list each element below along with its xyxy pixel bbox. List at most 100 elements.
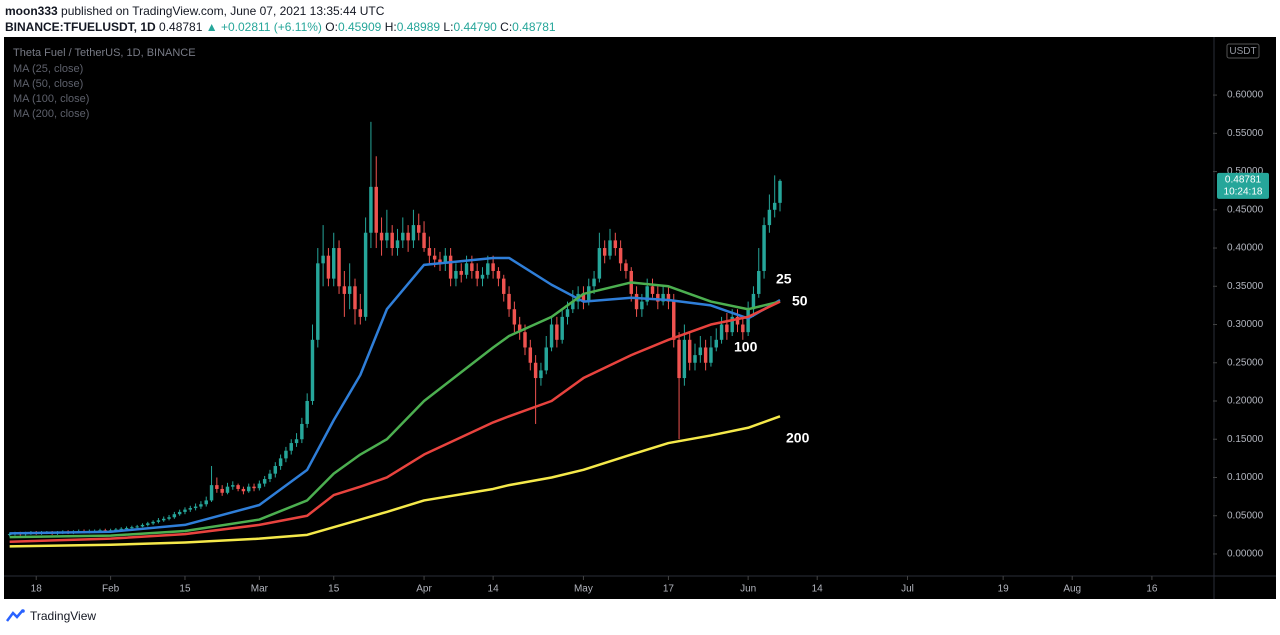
candle-body	[140, 524, 145, 527]
y-tick-label: 0.40000	[1227, 243, 1264, 254]
y-tick-label: 0.30000	[1227, 319, 1264, 330]
candle-body	[385, 232, 389, 241]
candle-body	[592, 278, 596, 287]
brand: TradingView	[30, 609, 97, 623]
candle-body	[645, 286, 649, 302]
candle-body	[252, 486, 256, 489]
logo-icon	[6, 609, 25, 622]
change: ▲ +0.02811 (+6.11%)	[205, 20, 322, 34]
x-tick-label: 15	[328, 584, 340, 595]
y-tick-label: 0.00000	[1227, 549, 1264, 560]
candle-body	[358, 309, 363, 317]
candle-body	[183, 509, 187, 512]
candle-body	[262, 479, 267, 484]
candle-body	[725, 324, 729, 333]
candle-body	[523, 332, 527, 348]
candle-body	[767, 209, 772, 226]
candle-body	[114, 529, 118, 531]
chart-title: Theta Fuel / TetherUS, 1D, BINANCE	[13, 47, 196, 59]
legend-entry: MA (25, close)	[13, 63, 83, 75]
candle-body	[470, 263, 474, 271]
symbol: BINANCE:TFUELUSDT, 1D	[5, 20, 156, 34]
y-tick-label: 0.55000	[1227, 128, 1264, 139]
candle-body	[332, 248, 336, 279]
ohlc-value: 0.44790	[453, 20, 497, 34]
candle-body	[417, 225, 421, 233]
candle-body	[310, 339, 315, 402]
candle-body	[597, 248, 602, 279]
candle-body	[735, 316, 740, 325]
candle-body	[464, 263, 469, 275]
candle-body	[172, 514, 177, 518]
candle-body	[778, 180, 782, 203]
candle-body	[363, 232, 368, 317]
chart: Theta Fuel / TetherUS, 1D, BINANCE USDT …	[4, 37, 1276, 599]
candle-body	[231, 485, 235, 487]
candle-body	[757, 270, 761, 294]
candle-body	[247, 486, 251, 492]
moving-average-line	[9, 281, 781, 539]
candle-body	[347, 286, 352, 294]
candle-body	[156, 520, 161, 522]
x-tick-label: Feb	[102, 584, 120, 595]
publish-line: moon333 published on TradingView.com, Ju…	[5, 3, 556, 19]
candle-body	[448, 255, 453, 279]
candle-body	[746, 309, 750, 333]
x-tick-label: Mar	[251, 584, 269, 595]
y-tick-label: 0.10000	[1227, 472, 1264, 483]
candle-body	[677, 339, 681, 379]
candle-body	[268, 473, 272, 480]
candle-body	[337, 248, 341, 287]
candle-body	[544, 347, 548, 371]
x-tick-label: Jun	[740, 584, 756, 595]
candle-body	[666, 293, 671, 302]
candle-body	[374, 186, 378, 233]
candle-body	[273, 466, 278, 474]
ma-annotation: 50	[792, 293, 808, 309]
published: published on TradingView.com, June 07, 2…	[61, 4, 385, 18]
candle-body	[703, 347, 708, 363]
candle-body	[687, 339, 692, 363]
candle-body	[555, 324, 559, 340]
candle-body	[188, 508, 193, 510]
candle-body	[602, 248, 607, 256]
candle-body	[119, 528, 123, 530]
candle-body	[454, 270, 458, 279]
x-tick-label: Jul	[901, 584, 914, 595]
candle-body	[475, 270, 479, 279]
candle-body	[613, 240, 618, 249]
candle-body	[682, 339, 687, 379]
candle-body	[241, 488, 246, 492]
candle-body	[528, 347, 533, 363]
x-tick-label: Aug	[1063, 584, 1081, 595]
candle-body	[395, 240, 400, 249]
y-tick-label: 0.15000	[1227, 434, 1264, 445]
candle-body	[135, 526, 139, 528]
y-tick-label: 0.60000	[1227, 90, 1264, 101]
ma-annotation: 25	[776, 271, 792, 287]
candle-body	[199, 504, 203, 507]
ohlc-value: 0.48989	[396, 20, 441, 34]
candle-body	[634, 293, 639, 310]
candle-body	[772, 202, 777, 210]
price-label: 0.48781	[1225, 175, 1262, 186]
candle-body	[459, 270, 463, 275]
ohlc-key: O:	[325, 20, 338, 34]
candle-body	[443, 255, 448, 264]
candle-body	[167, 517, 171, 519]
candle-body	[533, 362, 538, 379]
candle-body	[507, 293, 511, 310]
candle-body	[581, 293, 586, 302]
ma-annotation: 200	[786, 430, 810, 446]
x-tick-label: 14	[812, 584, 824, 595]
candle-body	[432, 255, 437, 260]
candle-body	[379, 232, 384, 241]
candle-body	[661, 293, 665, 302]
candle-body	[204, 500, 208, 505]
candle-body	[284, 450, 288, 459]
candle-body	[491, 263, 495, 271]
candle-body	[225, 486, 230, 493]
ohlc-value: 0.45909	[337, 20, 382, 34]
price-label-box	[1217, 172, 1269, 199]
